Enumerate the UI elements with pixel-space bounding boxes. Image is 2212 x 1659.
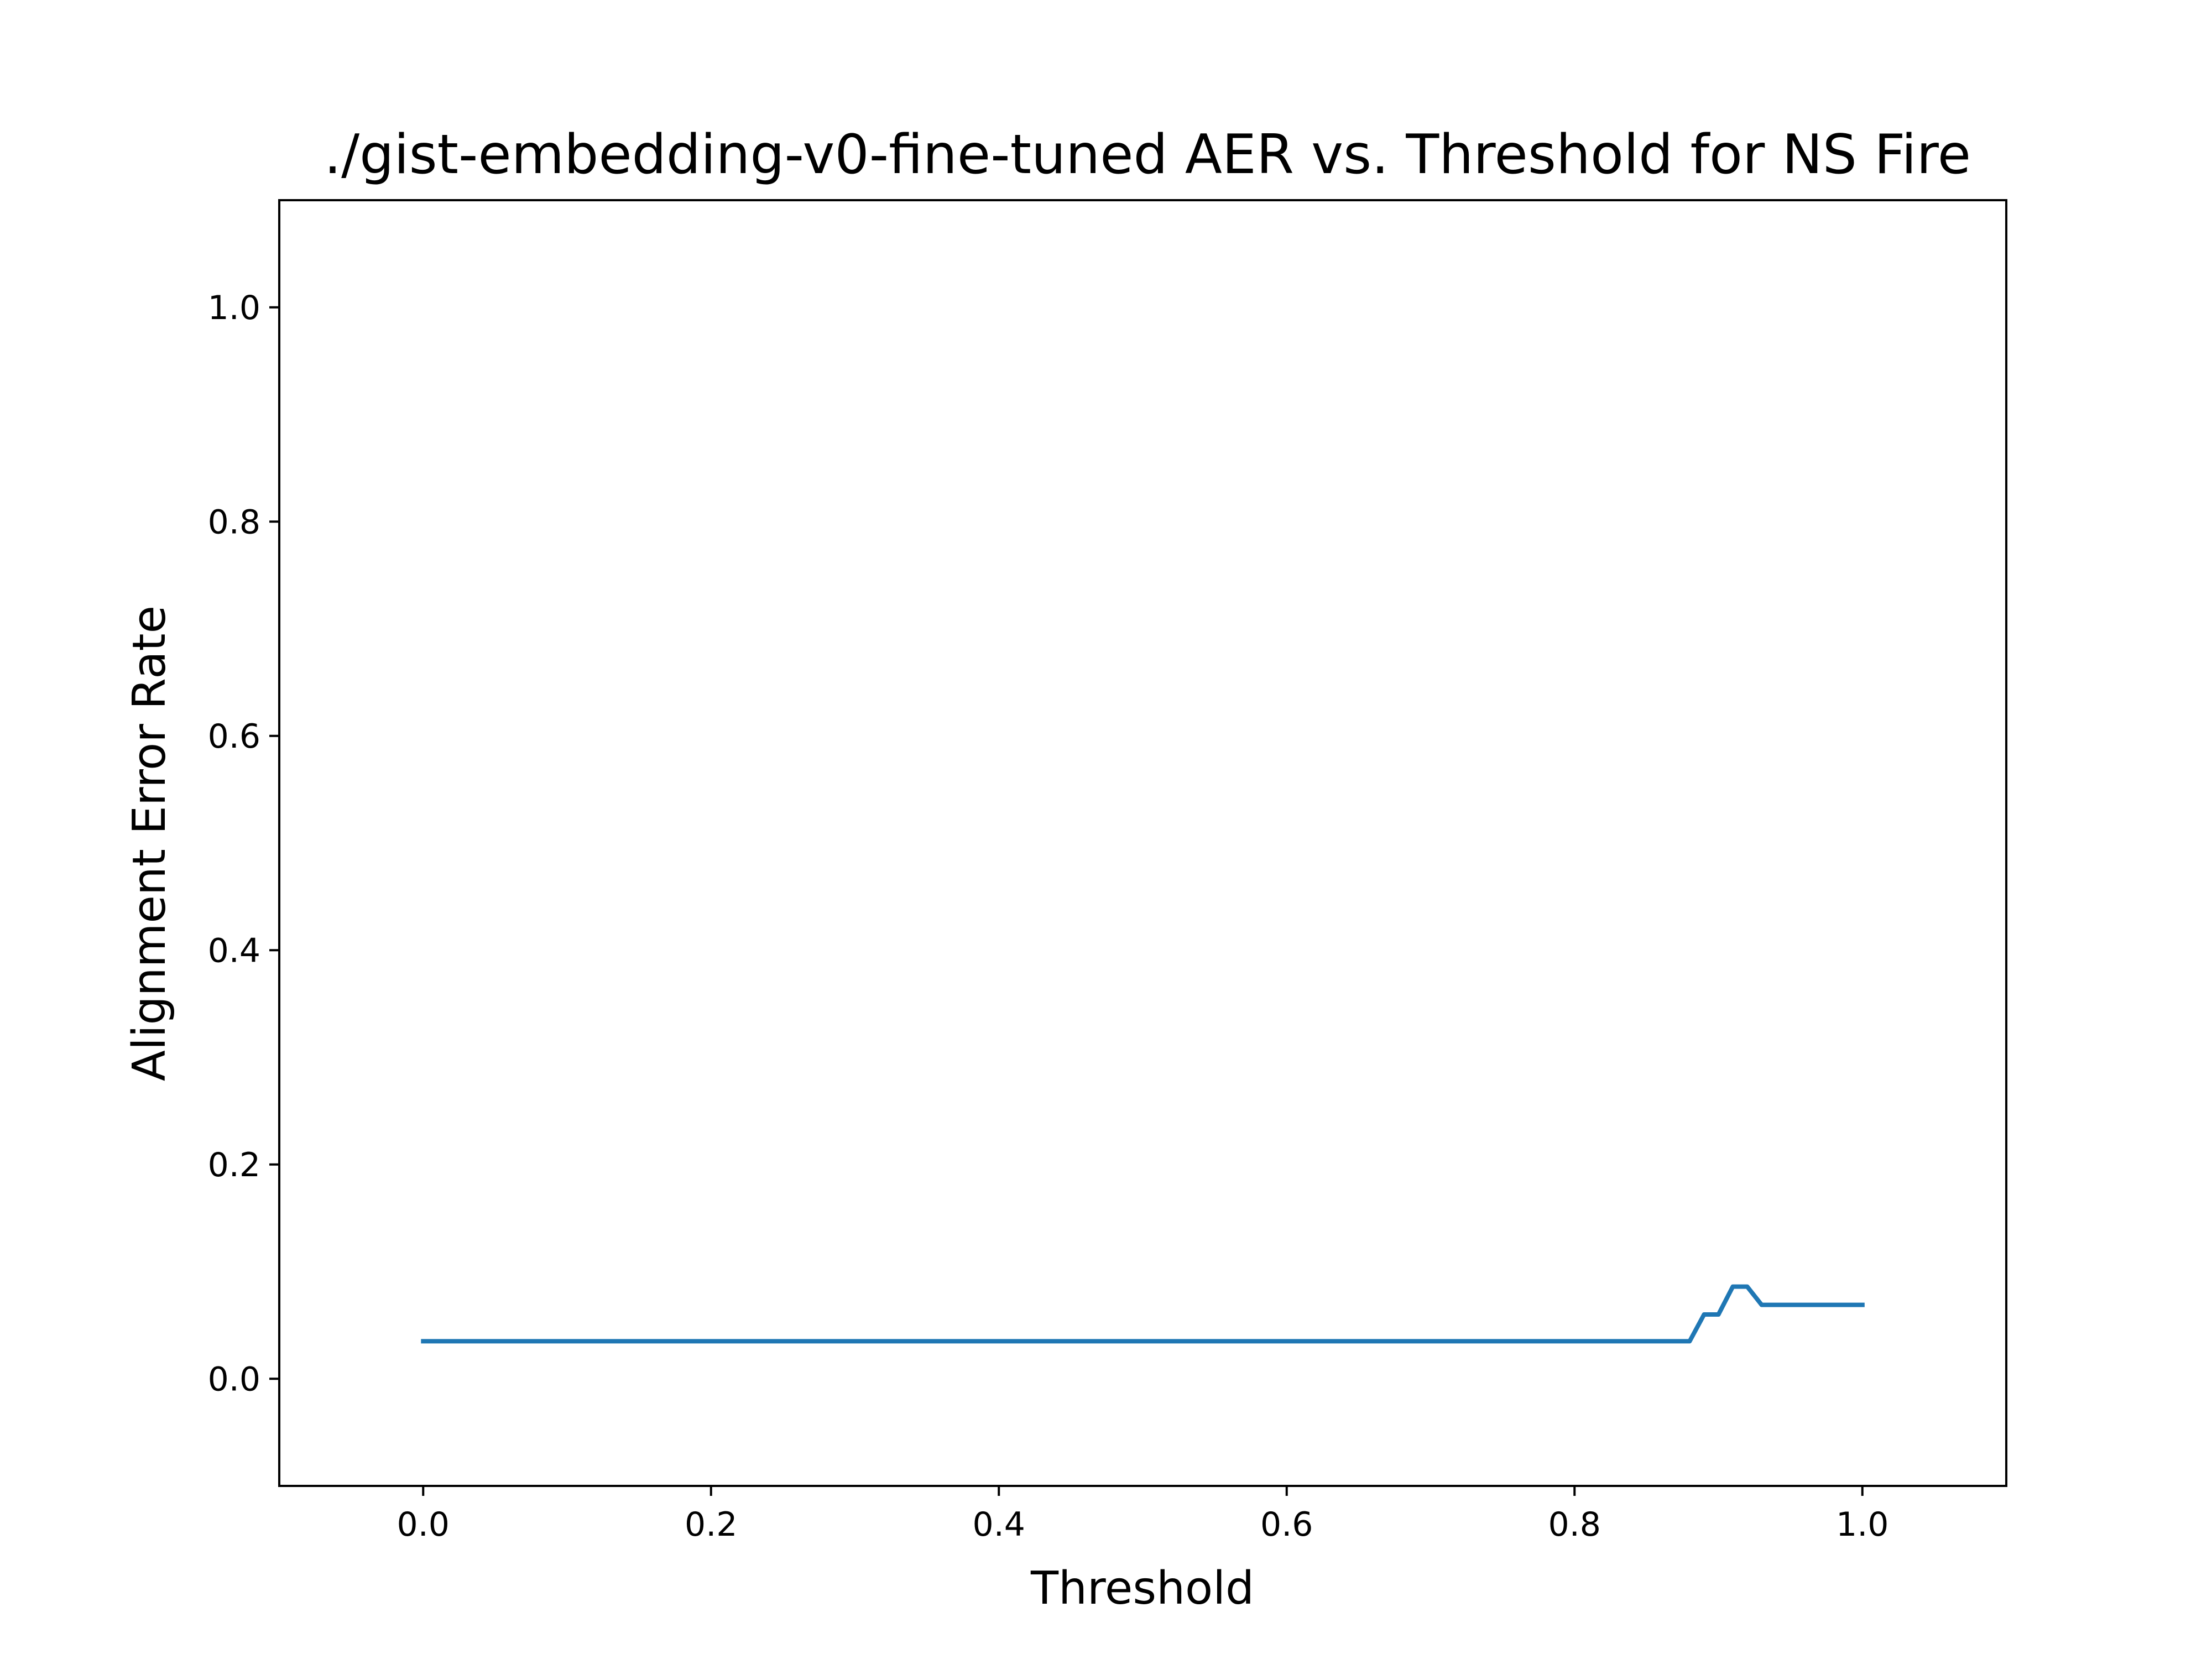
y-tick-label: 0.4: [208, 931, 260, 970]
x-tick-label: 0.0: [397, 1505, 450, 1544]
x-tick-label: 1.0: [1836, 1505, 1888, 1544]
x-tick-label: 0.6: [1260, 1505, 1313, 1544]
y-tick-label: 1.0: [208, 289, 260, 327]
plot-frame: [278, 199, 2007, 1487]
x-tick-label: 0.4: [973, 1505, 1025, 1544]
x-tick-label: 0.8: [1548, 1505, 1601, 1544]
x-tick-label: 0.2: [685, 1505, 737, 1544]
series-line: [421, 1284, 1865, 1344]
y-tick-label: 0.6: [208, 717, 260, 756]
y-axis-label: Alignment Error Rate: [123, 606, 176, 1081]
y-tick-label: 0.8: [208, 503, 260, 541]
plot-layer: [421, 1284, 1865, 1344]
chart-title: ./gist-embedding-v0-fine-tuned AER vs. T…: [324, 123, 1971, 186]
ticks-layer: 0.0 0.2 0.4 0.6 0.8 1.0 0.0 0.2 0.4 0.6 0.8 1.0: [208, 289, 1889, 1544]
x-axis-label: Threshold: [1030, 1562, 1254, 1615]
y-tick-label: 0.2: [208, 1146, 260, 1185]
y-tick-label: 0.0: [208, 1360, 260, 1399]
